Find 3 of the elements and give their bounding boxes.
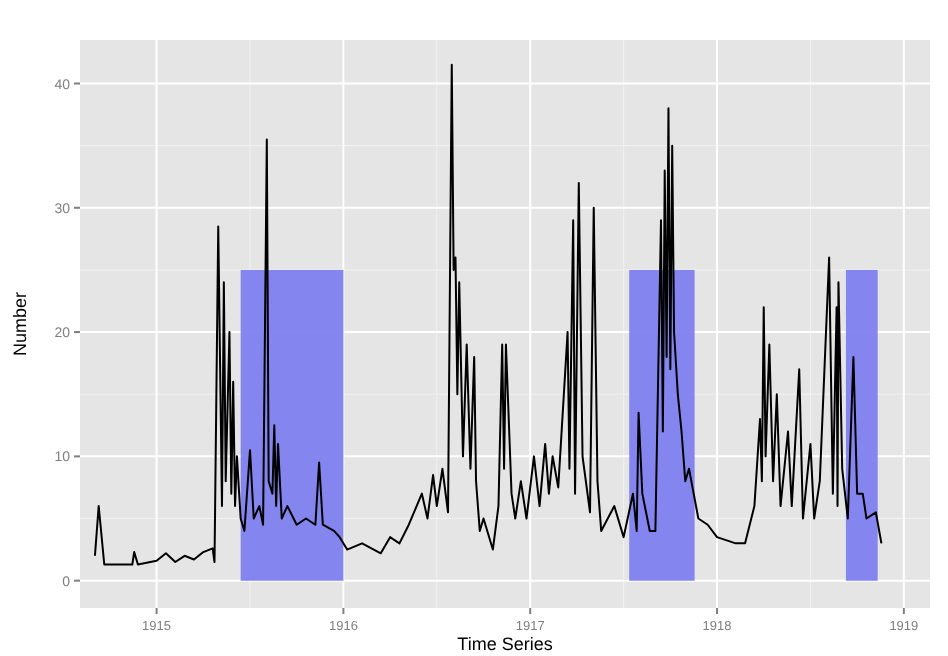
x-axis-title: Time Series [457,634,554,654]
line-series [93,63,883,566]
y-axis-title: Number [10,291,30,357]
